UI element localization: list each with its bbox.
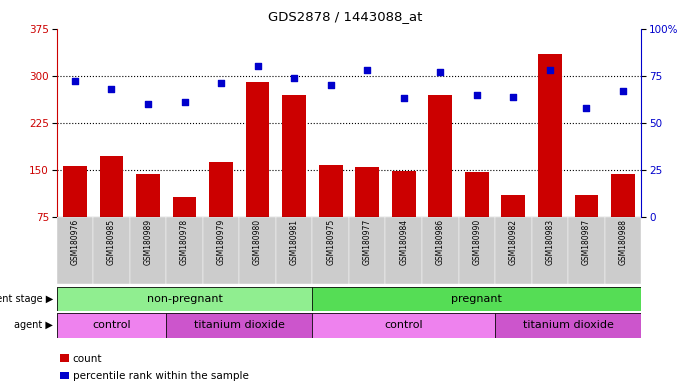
Point	[545, 67, 556, 73]
Text: GSM180977: GSM180977	[363, 219, 372, 265]
Bar	[209, 162, 233, 217]
Bar	[202, 217, 239, 284]
Text: titanium dioxide: titanium dioxide	[194, 320, 285, 331]
Point	[216, 80, 227, 86]
Bar	[167, 217, 203, 284]
Bar	[136, 174, 160, 217]
Bar	[57, 313, 167, 338]
Bar	[276, 217, 312, 284]
Bar	[386, 217, 422, 284]
Text: GSM180979: GSM180979	[216, 219, 225, 265]
Point	[618, 88, 629, 94]
Point	[508, 93, 519, 99]
Point	[289, 74, 300, 81]
Bar	[459, 217, 495, 284]
Text: GSM180988: GSM180988	[618, 219, 627, 265]
Bar	[502, 195, 525, 217]
Text: non-pregnant: non-pregnant	[146, 294, 223, 305]
Text: GSM180984: GSM180984	[399, 219, 408, 265]
Text: GSM180978: GSM180978	[180, 219, 189, 265]
Bar	[611, 174, 635, 217]
Bar	[130, 217, 167, 284]
Text: pregnant: pregnant	[451, 294, 502, 305]
Point	[69, 78, 80, 84]
Bar	[246, 82, 269, 217]
Bar	[495, 217, 531, 284]
Bar	[495, 313, 641, 338]
Bar	[100, 156, 123, 217]
Text: GSM180981: GSM180981	[290, 219, 299, 265]
Bar	[173, 197, 196, 217]
Text: percentile rank within the sample: percentile rank within the sample	[73, 371, 249, 381]
Bar	[538, 54, 562, 217]
Point	[325, 82, 337, 88]
Point	[179, 99, 190, 105]
Bar	[575, 195, 598, 217]
Text: agent ▶: agent ▶	[15, 320, 53, 331]
Bar	[349, 217, 386, 284]
Text: GSM180982: GSM180982	[509, 219, 518, 265]
Point	[435, 69, 446, 75]
Bar	[465, 172, 489, 217]
Bar	[57, 217, 93, 284]
Text: GSM180987: GSM180987	[582, 219, 591, 265]
Bar	[312, 217, 349, 284]
Text: development stage ▶: development stage ▶	[0, 294, 53, 305]
Text: GSM180983: GSM180983	[545, 219, 554, 265]
Text: GDS2878 / 1443088_at: GDS2878 / 1443088_at	[268, 10, 423, 23]
Bar	[605, 217, 641, 284]
Point	[471, 91, 482, 98]
Bar	[531, 217, 568, 284]
Text: GSM180989: GSM180989	[144, 219, 153, 265]
Bar	[57, 287, 312, 311]
Text: control: control	[384, 320, 423, 331]
Text: GSM180985: GSM180985	[107, 219, 116, 265]
Bar	[93, 217, 130, 284]
Bar	[422, 217, 459, 284]
Bar	[355, 167, 379, 217]
Bar	[428, 94, 452, 217]
Bar	[319, 165, 343, 217]
Bar	[312, 287, 641, 311]
Text: GSM180990: GSM180990	[473, 219, 482, 265]
Bar	[167, 313, 312, 338]
Text: GSM180986: GSM180986	[436, 219, 445, 265]
Text: control: control	[92, 320, 131, 331]
Point	[581, 105, 592, 111]
Text: GSM180976: GSM180976	[70, 219, 79, 265]
Point	[361, 67, 372, 73]
Text: GSM180980: GSM180980	[253, 219, 262, 265]
Bar	[283, 94, 306, 217]
Text: GSM180975: GSM180975	[326, 219, 335, 265]
Bar	[392, 171, 415, 217]
Bar	[568, 217, 605, 284]
Text: titanium dioxide: titanium dioxide	[522, 320, 614, 331]
Point	[398, 95, 409, 101]
Bar	[63, 166, 87, 217]
Text: count: count	[73, 354, 102, 364]
Bar	[312, 313, 495, 338]
Point	[252, 63, 263, 70]
Point	[106, 86, 117, 92]
Point	[142, 101, 153, 107]
Bar	[239, 217, 276, 284]
